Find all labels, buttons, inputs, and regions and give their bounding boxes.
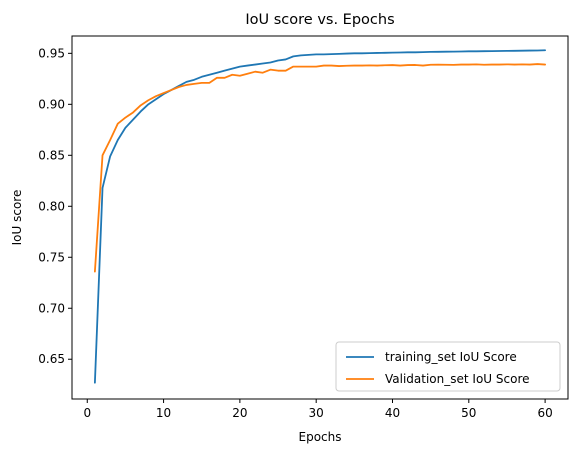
x-axis-label: Epochs: [299, 430, 342, 444]
x-tick-label: 50: [461, 406, 476, 420]
y-axis-ticks: 0.65 0.70 0.75 0.80 0.85 0.90 0.95: [38, 46, 72, 366]
legend-label-validation: Validation_set IoU Score: [385, 372, 530, 386]
x-tick-label: 40: [385, 406, 400, 420]
legend: training_set IoU Score Validation_set Io…: [335, 341, 561, 392]
y-tick-label: 0.95: [38, 46, 65, 60]
legend-label-training: training_set IoU Score: [385, 350, 517, 364]
x-tick-label: 30: [309, 406, 324, 420]
x-tick-label: 20: [232, 406, 247, 420]
y-tick-label: 0.70: [38, 301, 65, 315]
plot-lines: [93, 49, 547, 384]
y-tick-label: 0.75: [38, 250, 65, 264]
legend-box: [335, 341, 561, 392]
y-tick-label: 0.65: [38, 352, 65, 366]
y-tick-label: 0.85: [38, 148, 65, 162]
x-tick-label: 10: [156, 406, 171, 420]
series-line-training: [93, 49, 547, 384]
x-axis-ticks: 0 10 20 30 40 50 60: [83, 399, 553, 420]
y-tick-label: 0.80: [38, 199, 65, 213]
y-axis-label: IoU score: [10, 190, 24, 246]
y-tick-label: 0.90: [38, 97, 65, 111]
plot-frame: [71, 35, 569, 400]
chart-title: IoU score vs. Epochs: [245, 12, 394, 28]
series-line-validation: [93, 63, 547, 273]
x-tick-label: 60: [537, 406, 552, 420]
x-tick-label: 0: [83, 406, 91, 420]
